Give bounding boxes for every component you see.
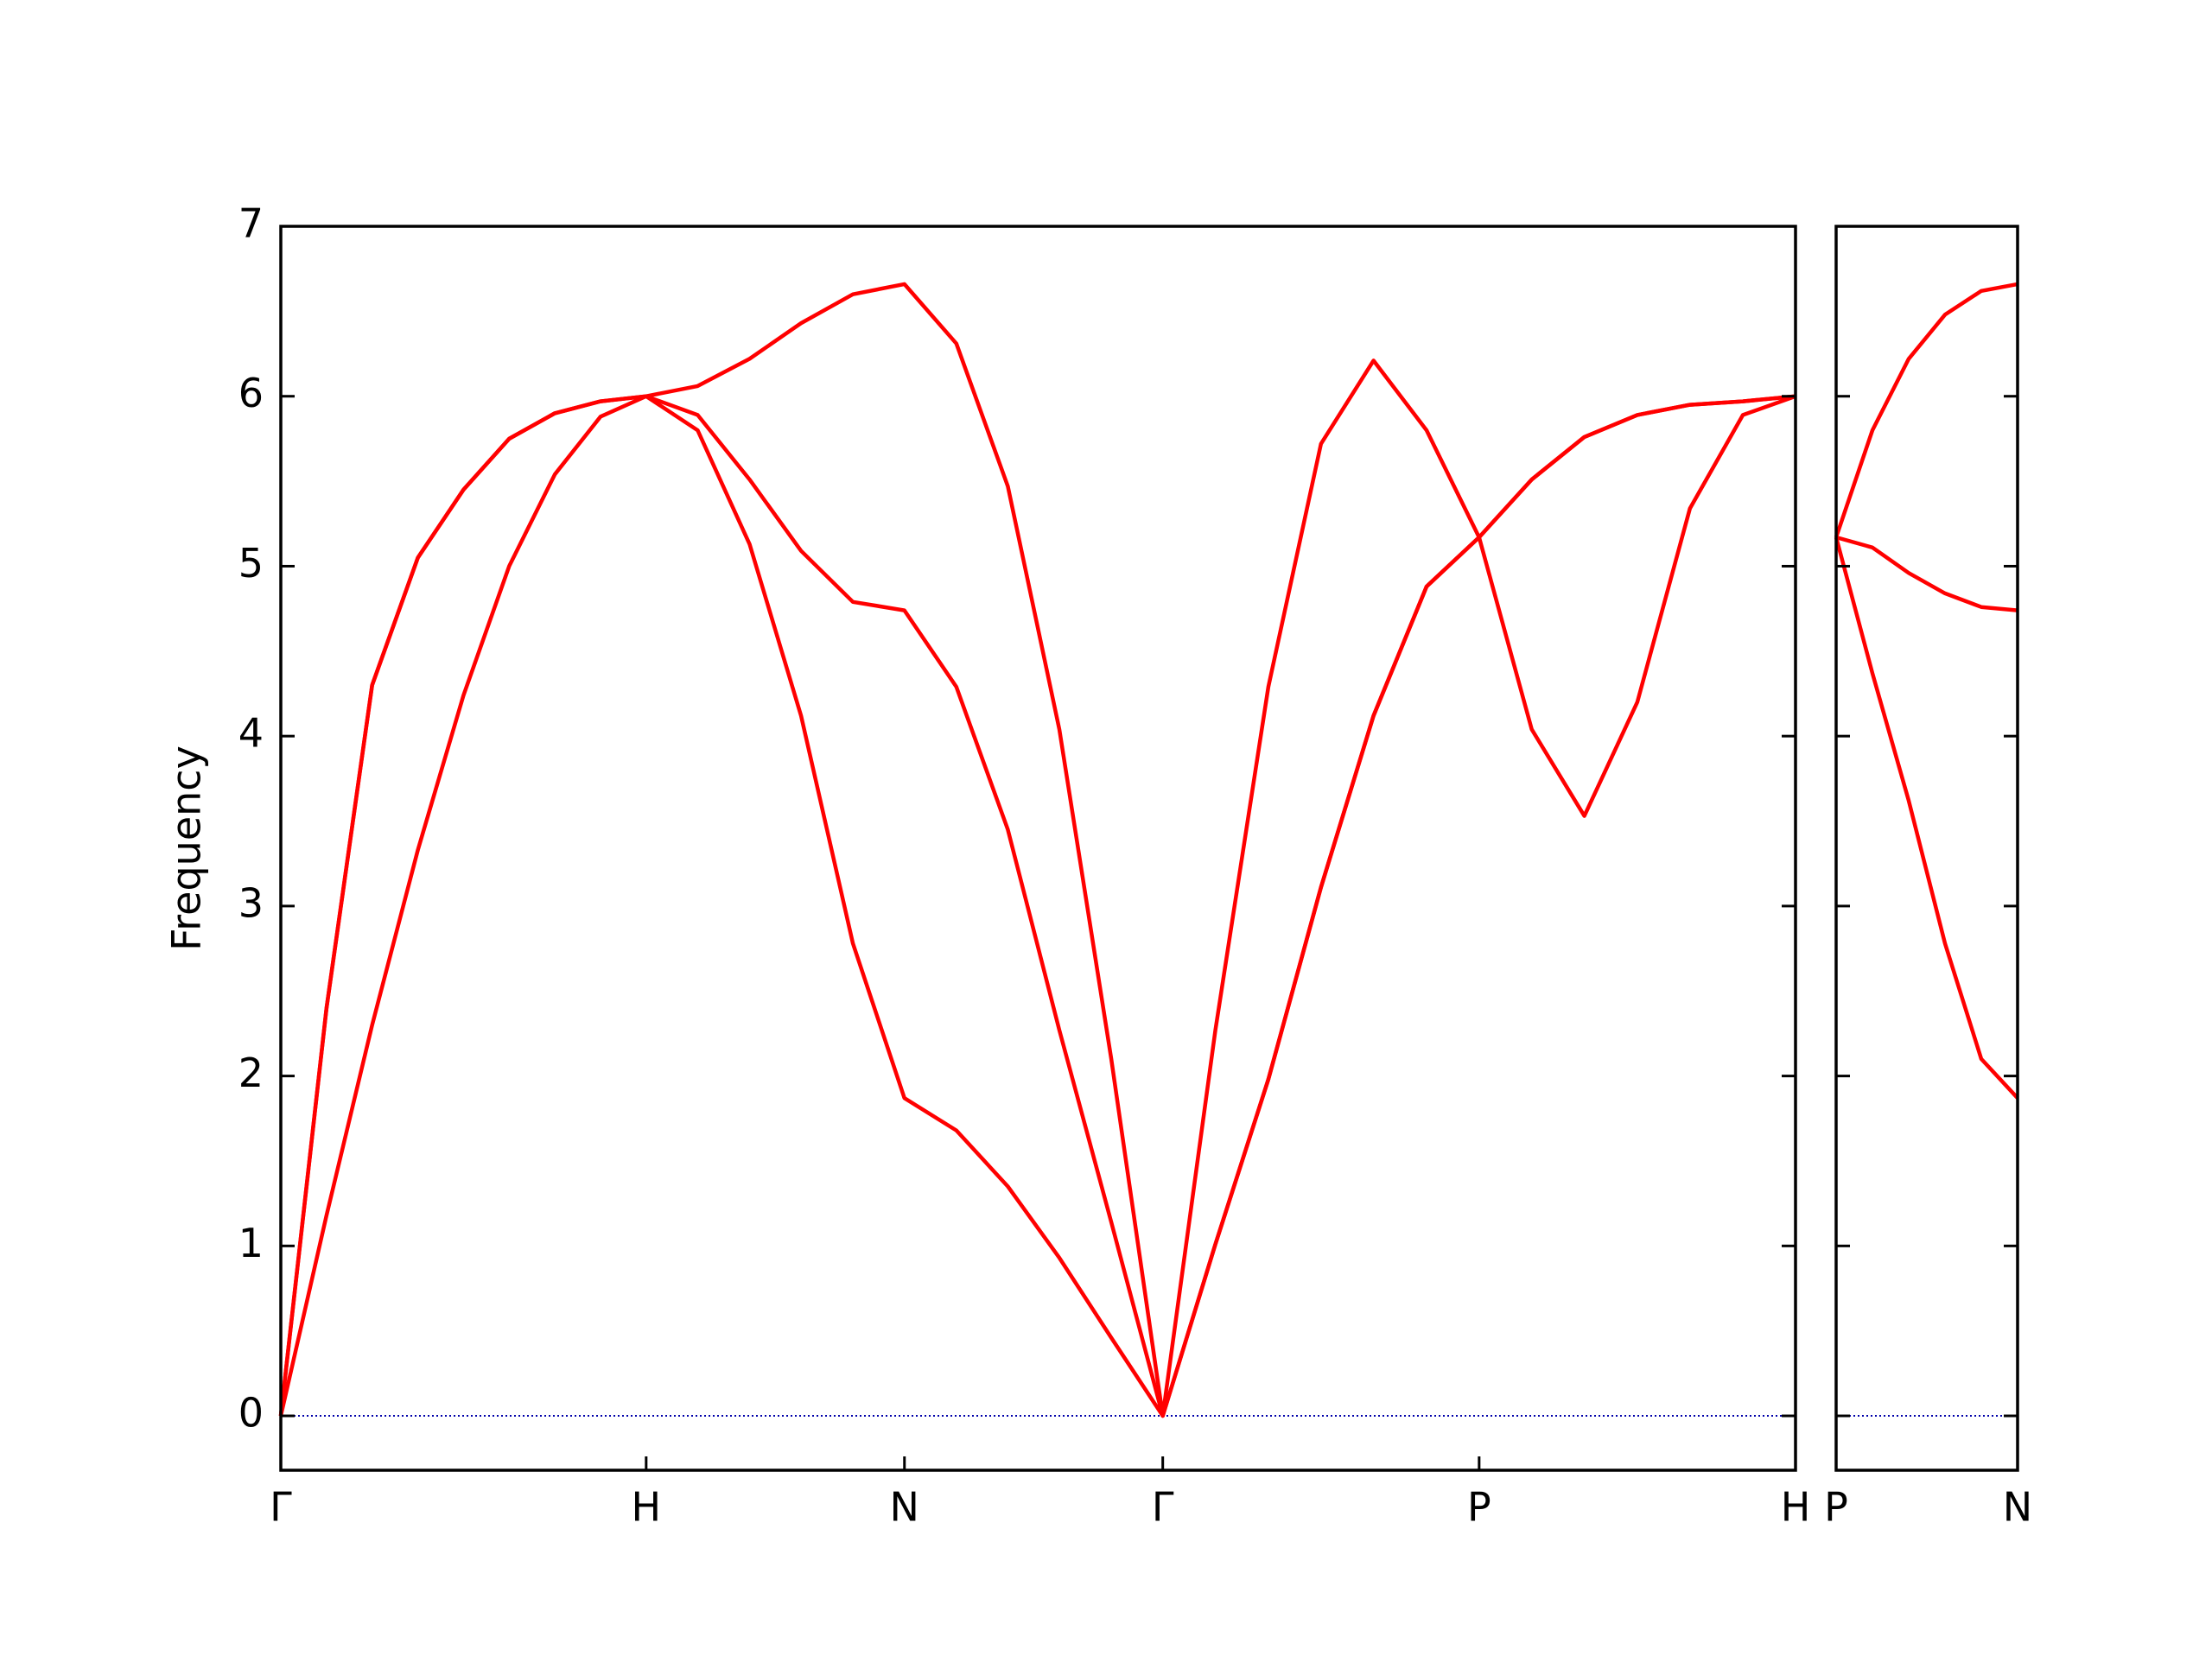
band-line: [1835, 535, 2018, 612]
band-line: [1834, 282, 2018, 538]
y-tick-label: 0: [238, 1390, 264, 1437]
y-tick-label: 7: [238, 200, 264, 247]
x-tick-label: P: [1467, 1484, 1491, 1531]
y-tick-label: 1: [238, 1220, 264, 1266]
x-tick-label: N: [2003, 1484, 2032, 1531]
band-line: [1834, 536, 2019, 1100]
x-tick-label: N: [890, 1484, 919, 1531]
band-line: [278, 394, 1796, 1418]
y-tick-label: 2: [238, 1050, 264, 1096]
y-tick-label: 6: [238, 370, 264, 416]
y-tick-label: 5: [238, 540, 264, 587]
axes-frame: [279, 225, 1797, 1472]
y-tick-label: 3: [238, 879, 264, 926]
axes-frame: [1834, 225, 2019, 1472]
x-tick-label: Γ: [1152, 1484, 1174, 1531]
x-tick-label: H: [1781, 1484, 1811, 1531]
band-line: [278, 394, 1796, 1418]
x-tick-label: Γ: [270, 1484, 292, 1531]
x-tick-label: P: [1824, 1484, 1848, 1531]
y-tick-label: 4: [238, 710, 264, 757]
band-line: [278, 282, 1796, 1418]
y-axis-label: Frequency: [163, 745, 210, 951]
x-tick-label: H: [632, 1484, 662, 1531]
